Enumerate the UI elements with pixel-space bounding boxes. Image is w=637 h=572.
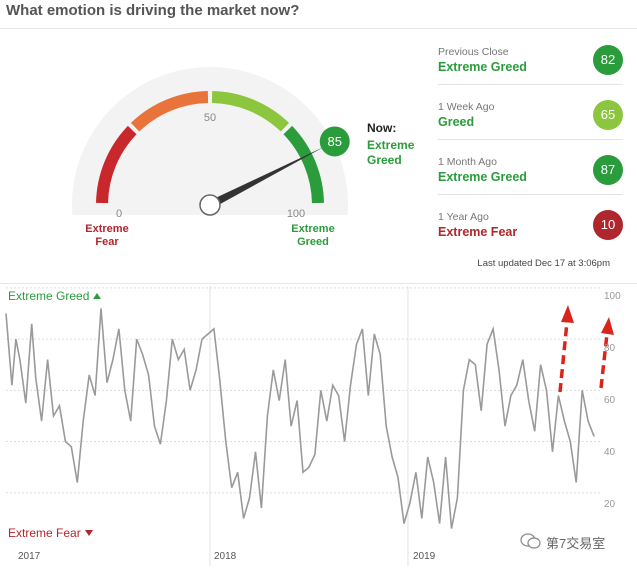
history-row-1-week-ago: 1 Week Ago Greed 65 <box>438 91 623 140</box>
history-row-1-year-ago: 1 Year Ago Extreme Fear 10 <box>438 201 623 249</box>
y-tick-label: 40 <box>604 447 616 458</box>
gauge-left-label-line2: Fear <box>95 236 119 248</box>
x-tick-label: 2018 <box>214 551 237 562</box>
trend-arrow-2-shaft <box>599 333 609 389</box>
history-status: Greed <box>438 115 475 129</box>
trend-arrow-2 <box>599 317 614 389</box>
triangle-up-icon <box>93 293 102 299</box>
history-status: Extreme Fear <box>438 225 518 239</box>
page-title: What emotion is driving the market now? <box>6 2 300 19</box>
trend-arrow-1-head <box>561 305 574 323</box>
trend-arrow-1 <box>558 305 574 393</box>
trend-arrow-1-shaft <box>558 321 569 393</box>
y-tick-label: 80 <box>604 343 616 354</box>
trend-arrow-2-head <box>601 317 614 335</box>
y-tick-label: 100 <box>604 291 621 302</box>
history-value-badge: 82 <box>593 45 623 75</box>
gauge-tick-50: 50 <box>204 112 216 124</box>
chart-bottom-label: Extreme Fear <box>8 526 93 540</box>
gauge-hub <box>199 194 221 216</box>
history-row-1-month-ago: 1 Month Ago Extreme Greed 87 <box>438 146 623 195</box>
history-status: Extreme Greed <box>438 60 527 74</box>
chart-series-line <box>5 308 595 529</box>
history-value-badge: 10 <box>593 210 623 240</box>
divider <box>0 283 637 284</box>
chart-gridlines <box>6 287 600 494</box>
gauge-needle <box>208 146 325 209</box>
history-row-previous-close: Previous Close Extreme Greed 82 <box>438 36 623 85</box>
last-updated: Last updated Dec 17 at 3:06pm <box>477 258 610 269</box>
x-tick-label: 2019 <box>413 551 436 562</box>
chart-year-dividers <box>209 286 409 566</box>
chart-top-label: Extreme Greed <box>8 289 102 303</box>
gauge-value-badge <box>319 126 350 157</box>
gauge-arc <box>96 91 324 204</box>
gauge-arc-segment <box>283 125 324 204</box>
gauge-arc-segment <box>130 91 209 132</box>
gauge-right-label-line2: Greed <box>297 236 329 248</box>
gauge-left-label-line1: Extreme <box>85 223 128 235</box>
history-status: Extreme Greed <box>438 170 527 184</box>
history-period: 1 Year Ago <box>438 211 489 223</box>
gauge-tick-0: 0 <box>116 208 122 220</box>
history-period: Previous Close <box>438 46 509 58</box>
wechat-icon <box>520 533 541 549</box>
gauge-backdrop <box>72 67 348 255</box>
x-tick-label: 2017 <box>18 551 41 562</box>
gauge-value-text: 85 <box>328 134 342 149</box>
history-value-badge: 87 <box>593 155 623 185</box>
watermark: 第7交易室 <box>546 536 606 551</box>
triangle-down-icon <box>84 530 93 536</box>
now-label: Now: <box>367 121 397 135</box>
gauge-right-label-line1: Extreme <box>291 223 334 235</box>
gauge-backdrop-cut <box>60 215 360 255</box>
history-period: 1 Month Ago <box>438 156 497 168</box>
history-period: 1 Week Ago <box>438 101 495 113</box>
y-tick-label: 60 <box>604 395 616 406</box>
history-value-badge: 65 <box>593 100 623 130</box>
now-status: Extreme Greed <box>367 138 415 167</box>
fear-greed-gauge: 0 50 100 Extreme Fear Extreme Greed 85 <box>60 67 360 255</box>
history-chart <box>5 286 614 566</box>
gauge-tick-100: 100 <box>287 208 305 220</box>
y-tick-label: 20 <box>604 499 616 510</box>
gauge-arc-segment <box>96 125 137 204</box>
divider <box>0 28 637 29</box>
gauge-arc-segment <box>211 91 290 132</box>
